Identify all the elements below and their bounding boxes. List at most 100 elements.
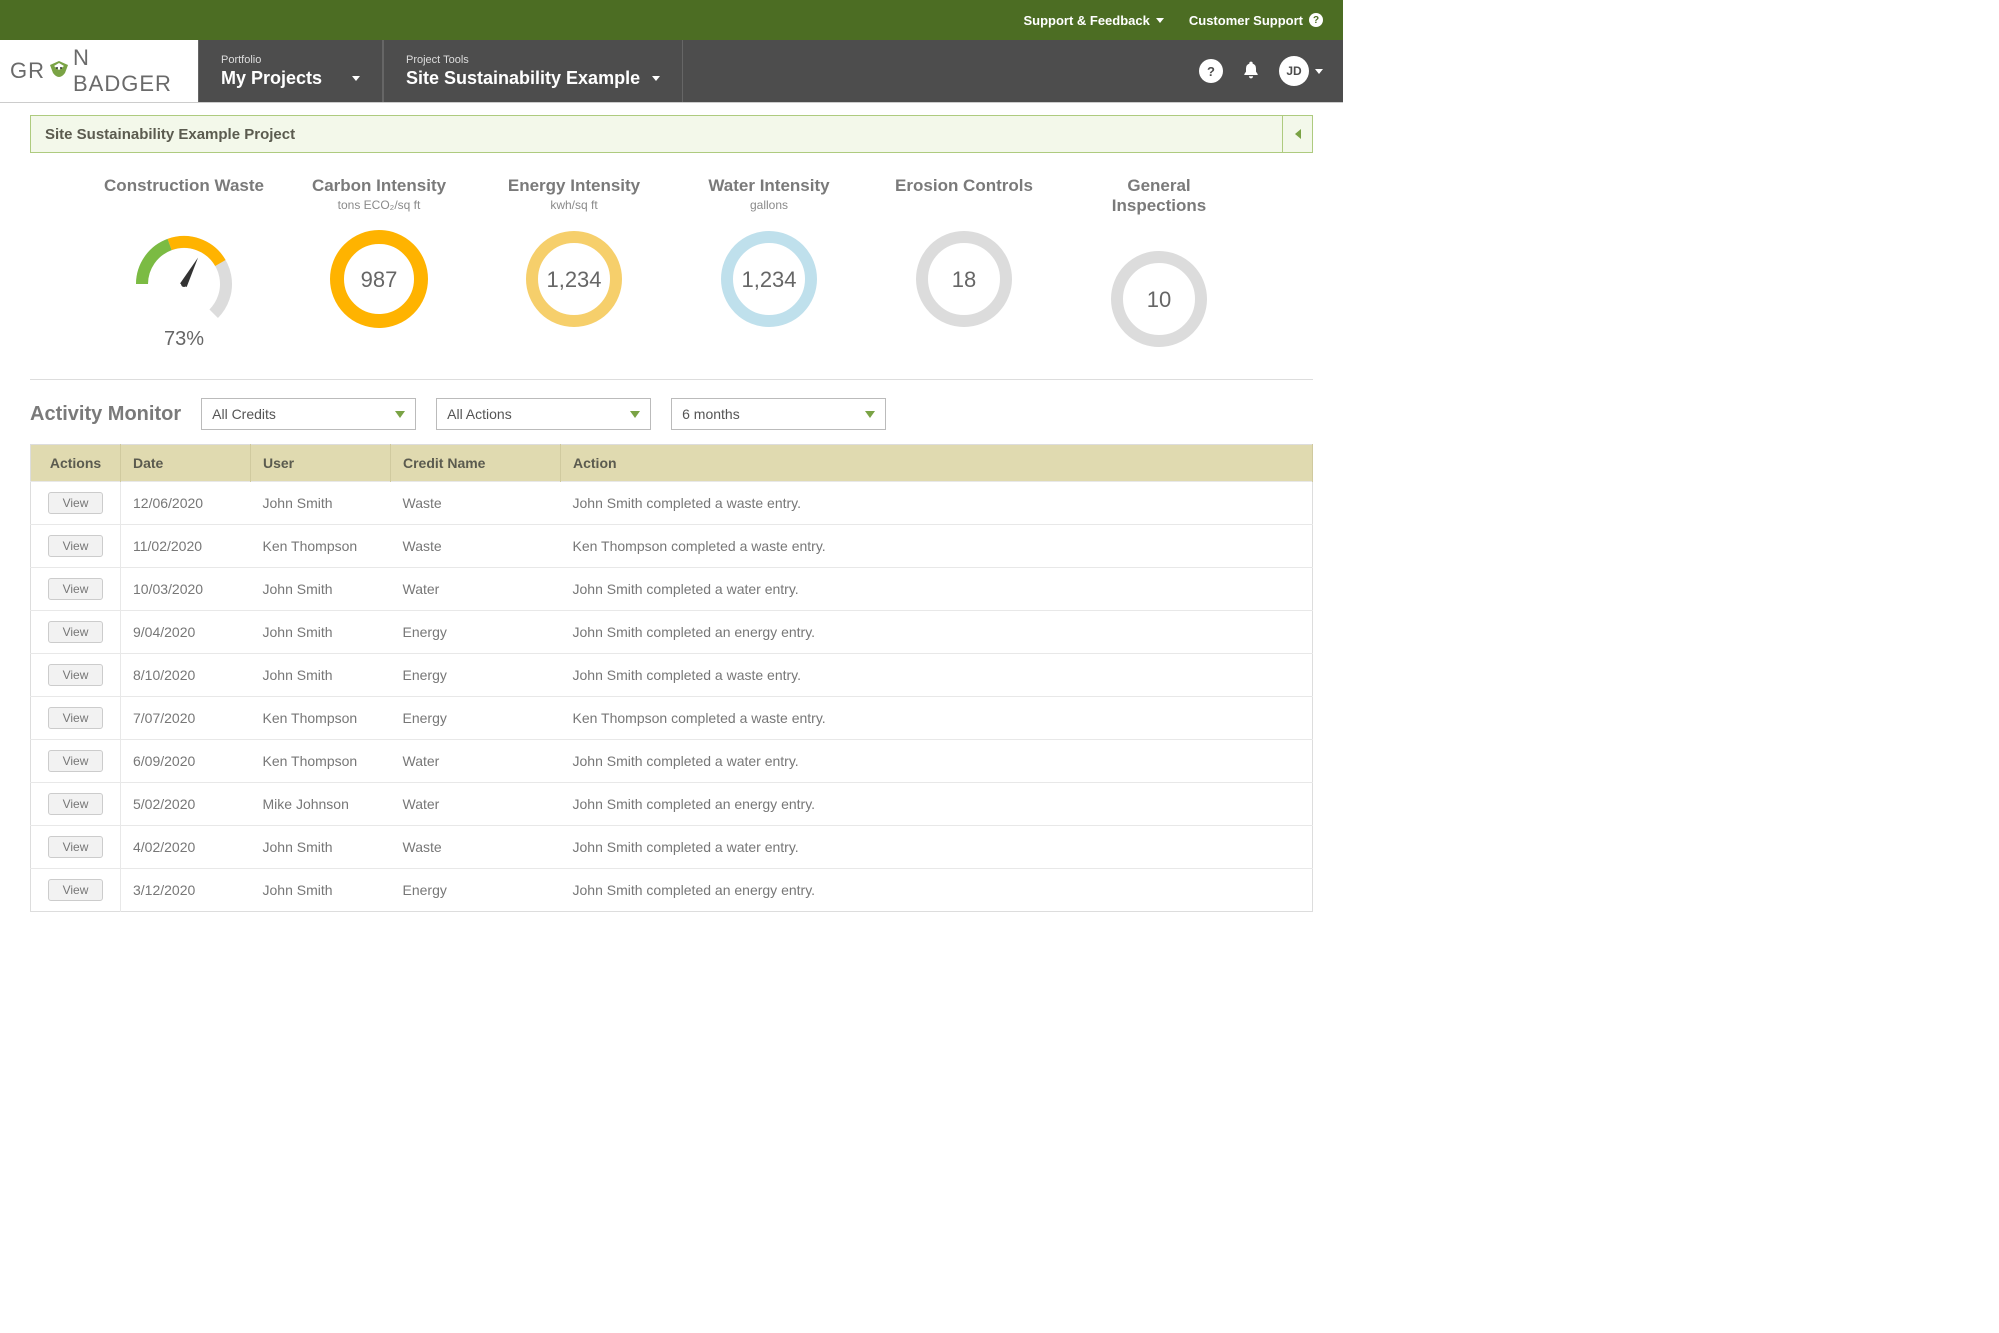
section-divider [30,379,1313,380]
cell-credit: Waste [391,826,561,869]
customer-support-link[interactable]: Customer Support ? [1189,13,1323,28]
nav-right: ? JD [1179,40,1343,102]
view-button[interactable]: View [48,664,104,686]
svg-text:987: 987 [361,267,398,292]
metric-0[interactable]: Construction Waste73% [104,176,264,354]
donut-icon: 1,234 [714,224,824,334]
cell-action: John Smith completed a waste entry. [561,482,1313,525]
table-row: View3/12/2020John SmithEnergyJohn Smith … [31,869,1313,912]
metric-1[interactable]: Carbon Intensity tons ECO₂/sq ft 987 [299,176,459,354]
view-button[interactable]: View [48,492,104,514]
donut-icon: 10 [1104,244,1214,354]
portfolio-dropdown[interactable]: Portfolio My Projects [198,40,383,102]
view-button[interactable]: View [48,535,104,557]
project-title: Site Sustainability Example Project [31,116,1282,152]
metric-4[interactable]: Erosion Controls18 [884,176,1044,354]
view-button[interactable]: View [48,578,104,600]
cell-credit: Water [391,740,561,783]
col-date: Date [121,445,251,482]
filter-credits-value: All Credits [212,406,276,422]
table-row: View5/02/2020Mike JohnsonWaterJohn Smith… [31,783,1313,826]
cell-date: 5/02/2020 [121,783,251,826]
notifications-button[interactable] [1241,60,1261,83]
customer-support-label: Customer Support [1189,13,1303,28]
collapse-panel-button[interactable] [1282,116,1312,152]
cell-date: 9/04/2020 [121,611,251,654]
logo-text: GR N BADGER [10,45,188,97]
metrics-row: Construction Waste73% Carbon Intensity ton… [30,171,1313,379]
cell-action: Ken Thompson completed a waste entry. [561,525,1313,568]
support-feedback-link[interactable]: Support & Feedback [1023,13,1163,28]
cell-user: John Smith [251,869,391,912]
table-row: View7/07/2020Ken ThompsonEnergyKen Thomp… [31,697,1313,740]
metric-2[interactable]: Energy Intensitykwh/sq ft1,234 [494,176,654,354]
view-button[interactable]: View [48,750,104,772]
chevron-down-icon [652,76,660,81]
cell-date: 6/09/2020 [121,740,251,783]
metric-sub: kwh/sq ft [550,198,597,214]
donut-icon: 18 [909,224,1019,334]
chevron-left-icon [1295,129,1301,139]
cell-action: John Smith completed a water entry. [561,826,1313,869]
filter-actions-value: All Actions [447,406,512,422]
tools-value: Site Sustainability Example [406,68,640,89]
col-action: Action [561,445,1313,482]
cell-action: Ken Thompson completed a waste entry. [561,697,1313,740]
table-row: View 8/10/2020John SmithEnergyJohn Smith … [31,654,1313,697]
metric-5[interactable]: General Inspections 10 [1079,176,1239,354]
cell-credit: Energy [391,869,561,912]
cell-action: John Smith completed an energy entry. [561,611,1313,654]
col-credit: Credit Name [391,445,561,482]
table-header-row: Actions Date User Credit Name Action [31,445,1313,482]
cell-action: John Smith completed a water entry. [561,740,1313,783]
chevron-down-icon [1315,69,1323,74]
help-button[interactable]: ? [1199,59,1223,83]
table-row: View12/06/2020John SmithWasteJohn Smith … [31,482,1313,525]
cell-user: John Smith [251,482,391,525]
view-button[interactable]: View [48,836,104,858]
project-tools-dropdown[interactable]: Project Tools Site Sustainability Exampl… [383,40,683,102]
col-actions: Actions [31,445,121,482]
view-button[interactable]: View [48,879,104,901]
cell-action: John Smith completed an energy entry. [561,869,1313,912]
cell-action: John Smith completed a waste entry. [561,654,1313,697]
tools-small-label: Project Tools [406,54,660,66]
filter-actions[interactable]: All Actions [436,398,651,430]
cell-date: 11/02/2020 [121,525,251,568]
cell-date: 4/02/2020 [121,826,251,869]
user-menu[interactable]: JD [1279,56,1323,86]
chevron-down-icon [352,76,360,81]
cell-date: 10/03/2020 [121,568,251,611]
cell-user: Ken Thompson [251,740,391,783]
view-button[interactable]: View [48,707,104,729]
filter-range[interactable]: 6 months [671,398,886,430]
chevron-down-icon [630,411,640,418]
cell-credit: Water [391,568,561,611]
filter-credits[interactable]: All Credits [201,398,416,430]
view-button[interactable]: View [48,621,104,643]
nav-bar: GR N BADGER Portfolio My Projects Projec… [0,40,1343,103]
top-bar: Support & Feedback Customer Support ? [0,0,1343,40]
gauge-value: 73% [164,328,204,351]
metric-sub: tons ECO₂/sq ft [338,198,421,214]
cell-user: John Smith [251,611,391,654]
chevron-down-icon [865,411,875,418]
table-row: View 9/04/2020John SmithEnergyJohn Smith … [31,611,1313,654]
metric-title: Carbon Intensity [312,176,446,196]
support-feedback-label: Support & Feedback [1023,13,1149,28]
chevron-down-icon [395,411,405,418]
view-button[interactable]: View [48,793,104,815]
cell-credit: Water [391,783,561,826]
metric-3[interactable]: Water Intensitygallons1,234 [689,176,849,354]
cell-credit: Energy [391,654,561,697]
cell-user: John Smith [251,654,391,697]
logo-text-right: N BADGER [73,45,188,97]
table-row: View4/02/2020John SmithWasteJohn Smith c… [31,826,1313,869]
cell-date: 8/10/2020 [121,654,251,697]
cell-credit: Energy [391,611,561,654]
logo-text-left: GR [10,58,45,84]
cell-date: 7/07/2020 [121,697,251,740]
metric-title: General Inspections [1079,176,1239,216]
logo[interactable]: GR N BADGER [0,40,198,102]
portfolio-value: My Projects [221,68,322,89]
